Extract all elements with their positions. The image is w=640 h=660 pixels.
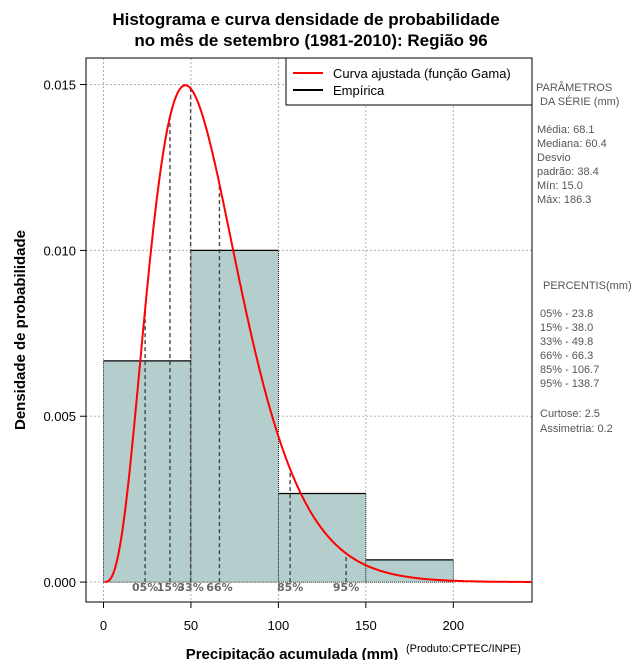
percentile-lines: 05%15%33% 66% 85% 95%: [132, 88, 359, 594]
series-parameters-panel: PARÂMETROS DA SÉRIE (mm) Média: 68.1 Med…: [536, 81, 619, 206]
params-title-line-1: PARÂMETROS: [536, 81, 612, 94]
percentile-label-3: 66%: [206, 581, 232, 594]
x-tick-label-1: 50: [184, 618, 198, 633]
x-axis-title: Precipitação acumulada (mm): [186, 646, 399, 660]
param-median: Mediana: 60.4: [537, 138, 607, 150]
chart-title-line-2: no mês de setembro (1981-2010): Região 9…: [134, 31, 487, 50]
percentile-label-2: 33%: [177, 581, 203, 594]
legend-box: [285, 57, 533, 106]
param-max: Máx: 186.3: [537, 194, 591, 206]
histogram-bar-1: [190, 249, 279, 583]
param-mean: Média: 68.1: [537, 124, 594, 136]
y-axis-title: Densidade de probabilidade: [12, 230, 29, 430]
x-tick-label-4: 200: [442, 618, 464, 633]
fitted-curve: [104, 84, 532, 584]
x-axis: 0 50 100 150 200: [100, 602, 464, 633]
x-tick-label-3: 150: [355, 618, 377, 633]
x-tick-label-0: 0: [100, 618, 107, 633]
histogram-bar-0: [103, 360, 192, 583]
percentile-33: 33% - 49.8: [540, 336, 593, 348]
percentile-15: 15% - 38.0: [540, 322, 593, 334]
y-axis: 0.000 0.005 0.010 0.015: [43, 78, 86, 590]
product-credit: (Produto:CPTEC/INPE): [406, 643, 521, 655]
param-stddev-line-1: Desvio: [537, 152, 571, 164]
histogram-bar-2: [277, 493, 367, 583]
y-tick-label-3: 0.015: [43, 78, 76, 93]
percentile-95: 95% - 138.7: [540, 378, 599, 390]
skewness: Assimetria: 0.2: [540, 423, 613, 435]
y-tick-label-2: 0.010: [43, 243, 76, 258]
percentile-label-1: 15%: [157, 581, 183, 594]
percentile-label-0: 05%: [132, 581, 158, 594]
kurtosis: Curtose: 2.5: [540, 408, 600, 420]
percentile-85: 85% - 106.7: [540, 364, 599, 376]
percentile-66: 66% - 66.3: [540, 350, 593, 362]
percentiles-title: PERCENTIS(mm): [543, 280, 632, 292]
gamma-curve-line: [104, 84, 532, 584]
y-tick-label-1: 0.005: [43, 409, 76, 424]
legend-curve-label: Curva ajustada (função Gama): [333, 66, 511, 81]
legend-empirical-label: Empírica: [333, 83, 385, 98]
percentile-05: 05% - 23.8: [540, 308, 593, 320]
param-stddev-line-2: padrão: 38.4: [537, 166, 599, 178]
param-min: Mín: 15.0: [537, 180, 583, 192]
percentiles-panel: PERCENTIS(mm) 05% - 23.8 15% - 38.0 33% …: [540, 280, 632, 435]
params-title-line-2: DA SÉRIE (mm): [540, 95, 619, 108]
percentile-label-5: 95%: [333, 581, 359, 594]
histogram-bars: [103, 249, 454, 583]
histogram-bar-3: [365, 559, 454, 583]
percentile-label-4: 85%: [277, 581, 303, 594]
chart-title-line-1: Histograma e curva densidade de probabil…: [112, 10, 499, 29]
y-tick-label-0: 0.000: [43, 575, 76, 590]
legend: Curva ajustada (função Gama) Empírica: [285, 57, 533, 106]
x-tick-label-2: 100: [268, 618, 290, 633]
